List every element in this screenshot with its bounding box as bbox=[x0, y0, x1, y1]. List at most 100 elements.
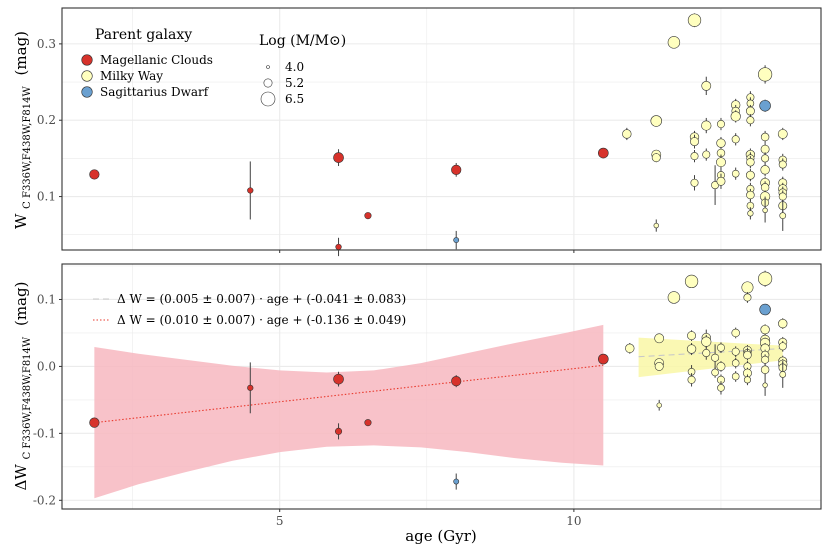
bottom-data-point bbox=[364, 419, 372, 427]
bottom-data-point bbox=[731, 347, 740, 356]
top-y-axis-title-sub: C F336W,F438W,F814W bbox=[22, 86, 33, 209]
top-panel: 0.1 0.2 0.3 bbox=[37, 7, 822, 257]
bottom-data-point bbox=[711, 353, 720, 362]
top-data-point bbox=[745, 170, 755, 180]
top-data-point bbox=[778, 192, 787, 201]
bottom-panel: -0.2 -0.1 0.0 0.1 5 10 bbox=[33, 263, 822, 528]
bottom-data-point bbox=[687, 331, 696, 341]
legend-galaxy-key bbox=[81, 54, 93, 66]
bottom-data-point bbox=[760, 324, 770, 335]
legend-mass-key bbox=[263, 78, 273, 88]
legend-mass-label: 4.0 bbox=[285, 60, 304, 74]
bottom-data-point bbox=[711, 368, 719, 377]
bottom-data-point bbox=[89, 417, 100, 428]
top-data-point bbox=[778, 160, 787, 169]
bottom-data-point bbox=[731, 372, 740, 381]
bottom-data-point bbox=[334, 427, 343, 435]
legend-mass-label: 6.5 bbox=[285, 92, 304, 106]
bottom-data-point bbox=[687, 375, 696, 384]
top-data-point bbox=[667, 36, 681, 49]
top-data-point bbox=[701, 80, 712, 91]
legend-galaxy-label: Sagittarius Dwarf bbox=[100, 85, 210, 99]
bottom-y-tick-label: -0.1 bbox=[33, 426, 56, 440]
top-y-axis-title: W C F336W,F438W,F814W (mag) bbox=[12, 31, 34, 229]
bottom-data-point bbox=[701, 336, 712, 347]
bottom-y-axis-title: ΔW C F336W,F438W,F814W (mag) bbox=[12, 282, 34, 491]
bottom-data-point bbox=[741, 281, 754, 294]
top-data-point bbox=[746, 157, 755, 167]
legend-mass: Log (M/M⊙) 4.0 5.2 6.5 bbox=[259, 33, 346, 107]
bottom-y-axis-title-unit: (mag) bbox=[12, 282, 30, 326]
top-data-point bbox=[716, 138, 726, 148]
bottom-data-point bbox=[684, 274, 699, 289]
legend-fit-label-mc: Δ W = (0.010 ± 0.007) · age + (-0.136 ± … bbox=[117, 313, 406, 327]
legend-mass-title: Log (M/M⊙) bbox=[259, 33, 346, 49]
top-data-point bbox=[451, 164, 462, 175]
bottom-data-point bbox=[761, 355, 770, 364]
top-data-point bbox=[453, 237, 460, 243]
bottom-y-tick-label: -0.2 bbox=[33, 493, 56, 507]
top-panel-border bbox=[61, 7, 822, 251]
top-plot-background bbox=[62, 8, 821, 250]
bottom-data-point bbox=[758, 271, 773, 286]
confidence-band-mc bbox=[94, 324, 604, 499]
top-data-point bbox=[690, 152, 699, 161]
top-data-point bbox=[597, 147, 609, 159]
top-data-point bbox=[687, 13, 702, 27]
fit-line-mc bbox=[94, 364, 604, 424]
bottom-data-point bbox=[597, 353, 609, 365]
top-y-tick-label: 0.3 bbox=[37, 37, 56, 51]
top-data-point bbox=[653, 222, 659, 229]
x-axis-title: age (Gyr) bbox=[405, 527, 477, 545]
legend-fit-label-mw: Δ W = (0.005 ± 0.007) · age + (-0.041 ± … bbox=[117, 292, 406, 306]
legend-fits: Δ W = (0.005 ± 0.007) · age + (-0.041 ± … bbox=[93, 292, 406, 327]
top-data-point bbox=[89, 169, 100, 180]
bottom-y-tick-label: 0.1 bbox=[37, 292, 56, 306]
top-data-point bbox=[761, 154, 770, 163]
bottom-data-point bbox=[247, 384, 254, 391]
top-y-tick-label: 0.1 bbox=[37, 190, 56, 204]
top-data-point bbox=[364, 212, 372, 220]
top-y-axis-title-unit: (mag) bbox=[12, 31, 30, 75]
bottom-y-axis-title-main: ΔW bbox=[12, 464, 30, 491]
bottom-data-point bbox=[759, 303, 771, 316]
top-data-point bbox=[333, 152, 344, 163]
top-data-point bbox=[759, 99, 771, 112]
bottom-data-point bbox=[656, 402, 662, 408]
top-data-point bbox=[622, 129, 632, 139]
bottom-data-point bbox=[451, 376, 462, 387]
bottom-y-axis-title-sub: C F336W,F438W,F814W bbox=[22, 336, 33, 459]
top-data-point bbox=[690, 137, 699, 147]
top-data-point bbox=[701, 120, 712, 131]
legend-galaxy-label: Magellanic Clouds bbox=[100, 53, 213, 67]
bottom-y-tick-label: 0.0 bbox=[37, 359, 56, 373]
bottom-data-point bbox=[654, 361, 664, 371]
bottom-data-point bbox=[716, 343, 725, 352]
x-tick-label: 10 bbox=[566, 514, 581, 528]
bottom-data-point bbox=[453, 478, 460, 485]
bottom-data-point bbox=[778, 318, 788, 329]
top-data-point bbox=[747, 210, 754, 217]
bottom-data-point bbox=[760, 365, 770, 374]
legend-galaxy-title: Parent galaxy bbox=[95, 27, 192, 43]
top-data-point bbox=[760, 165, 770, 175]
legend-mass-label: 5.2 bbox=[285, 76, 304, 90]
bottom-data-point bbox=[716, 361, 726, 371]
bottom-data-point bbox=[731, 328, 740, 338]
bottom-data-point bbox=[762, 382, 768, 388]
bottom-panel-border bbox=[61, 263, 822, 510]
legend-galaxy-label: Milky Way bbox=[100, 69, 163, 83]
top-data-point bbox=[777, 129, 788, 139]
top-data-point bbox=[731, 135, 740, 144]
top-data-point bbox=[762, 207, 768, 213]
top-data-point bbox=[716, 176, 726, 186]
top-data-point bbox=[745, 106, 755, 116]
top-data-point bbox=[760, 144, 770, 154]
bottom-data-point bbox=[625, 343, 635, 354]
top-y-tick-label: 0.2 bbox=[37, 113, 56, 127]
top-data-point bbox=[730, 111, 741, 122]
bottom-data-point bbox=[779, 371, 787, 378]
top-data-point bbox=[335, 243, 342, 251]
top-data-point bbox=[716, 157, 726, 168]
